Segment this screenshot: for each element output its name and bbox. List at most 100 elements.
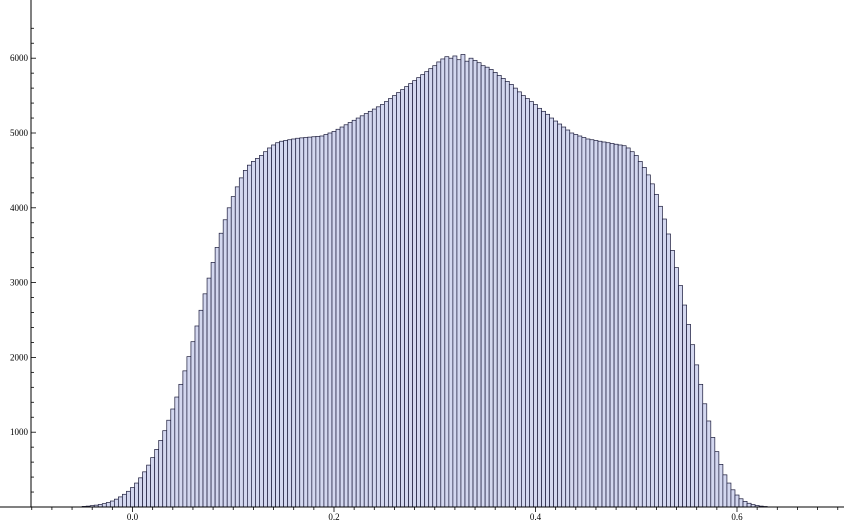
histogram-bar bbox=[319, 135, 325, 508]
histogram-bar bbox=[355, 117, 361, 508]
histogram-bar bbox=[492, 72, 498, 508]
histogram-bar bbox=[617, 144, 623, 508]
histogram-bar bbox=[512, 87, 518, 508]
histogram-bar bbox=[504, 81, 510, 508]
histogram-bar bbox=[222, 219, 228, 508]
histogram-bar bbox=[287, 139, 293, 508]
histogram-bar bbox=[198, 309, 204, 508]
histogram-bar bbox=[597, 140, 603, 508]
histogram-bar bbox=[150, 457, 156, 508]
histogram-bar bbox=[722, 474, 728, 508]
histogram-bar bbox=[541, 110, 546, 508]
histogram-bar bbox=[327, 132, 333, 508]
histogram-bar bbox=[496, 75, 502, 508]
histogram-bar bbox=[122, 493, 127, 508]
histogram-bar bbox=[738, 498, 744, 508]
histogram-bar bbox=[549, 117, 554, 508]
x-axis-ticks: 0.0 0.2 0.4 0.6 bbox=[31, 507, 839, 522]
histogram-bar bbox=[686, 324, 691, 508]
x-tick-label: 0.2 bbox=[328, 512, 339, 522]
histogram-bar bbox=[742, 501, 748, 508]
histogram-bar bbox=[343, 124, 349, 508]
histogram-bar bbox=[452, 55, 458, 508]
histogram-bar bbox=[174, 396, 180, 508]
histogram-bar bbox=[359, 115, 365, 508]
histogram-bar bbox=[585, 138, 591, 508]
histogram-bar bbox=[384, 101, 389, 508]
histogram-bar bbox=[109, 500, 115, 508]
histogram-bar bbox=[380, 104, 385, 508]
histogram-bar bbox=[114, 498, 119, 508]
histogram-bar bbox=[468, 57, 474, 508]
histogram-bar bbox=[734, 494, 740, 508]
histogram-bar bbox=[166, 419, 172, 508]
histogram-bar bbox=[625, 147, 631, 508]
histogram-bar bbox=[331, 131, 337, 508]
histogram-bar bbox=[488, 69, 494, 508]
histogram-bar bbox=[529, 101, 534, 508]
histogram-bar bbox=[299, 137, 305, 508]
histogram-bar bbox=[375, 106, 381, 508]
histogram-bar bbox=[307, 136, 313, 508]
histogram-bar bbox=[367, 110, 373, 508]
histogram-bar bbox=[601, 141, 607, 508]
histogram-bar bbox=[460, 54, 466, 508]
histogram-bar bbox=[444, 56, 450, 508]
histogram-bar bbox=[581, 137, 587, 508]
histogram-bar bbox=[645, 174, 651, 508]
histogram-bar bbox=[154, 449, 160, 508]
histogram-bar bbox=[218, 232, 224, 508]
histogram-bar bbox=[537, 107, 542, 508]
histogram-bar bbox=[388, 98, 393, 508]
histogram-bar bbox=[206, 277, 212, 508]
histogram-bar bbox=[146, 464, 151, 508]
histogram-bar bbox=[263, 151, 268, 508]
histogram-bar bbox=[230, 196, 236, 508]
histogram-bar bbox=[621, 145, 627, 508]
histogram-bar bbox=[283, 140, 289, 508]
histogram-bar bbox=[303, 137, 309, 508]
y-axis-ticks: 1000 2000 3000 4000 5000 6000 bbox=[10, 27, 36, 493]
histogram-bar bbox=[508, 84, 514, 508]
histogram-bar bbox=[279, 140, 284, 508]
histogram-bar bbox=[577, 135, 583, 508]
histogram-bar bbox=[448, 57, 454, 508]
histogram-bar bbox=[130, 487, 135, 508]
histogram-bar bbox=[605, 142, 611, 508]
histogram-bar bbox=[637, 161, 643, 508]
histogram-bar bbox=[242, 170, 248, 508]
histogram-bar bbox=[142, 471, 147, 508]
histogram-bar bbox=[371, 108, 377, 508]
histogram-bar bbox=[573, 134, 579, 508]
y-tick-label: 5000 bbox=[10, 128, 29, 138]
histogram-bar bbox=[186, 356, 192, 508]
histogram-bar bbox=[363, 113, 369, 508]
histogram-bar bbox=[517, 91, 522, 508]
histogram-bar bbox=[416, 77, 421, 508]
y-tick-label: 6000 bbox=[10, 53, 29, 63]
histogram-bar bbox=[654, 193, 659, 508]
histogram-bar bbox=[315, 136, 321, 508]
histogram-bar bbox=[698, 383, 704, 508]
histogram-bar bbox=[275, 142, 280, 508]
histogram-bar bbox=[690, 344, 696, 508]
histogram-bar bbox=[105, 502, 111, 508]
histogram-bar bbox=[392, 95, 397, 508]
histogram-bar bbox=[682, 304, 687, 508]
histogram-bar bbox=[170, 408, 176, 508]
histogram-bar bbox=[658, 205, 663, 508]
histogram-bar bbox=[436, 61, 442, 508]
histogram-bar bbox=[202, 293, 208, 508]
histogram-bar bbox=[569, 132, 575, 508]
histogram-bar bbox=[255, 158, 260, 508]
histogram-bar bbox=[670, 250, 675, 508]
histogram-bar bbox=[432, 65, 438, 508]
histogram-bar bbox=[311, 136, 317, 508]
histogram-bar bbox=[589, 139, 595, 508]
histogram-bar bbox=[730, 489, 736, 508]
histogram-bar bbox=[339, 126, 345, 508]
histogram-bar bbox=[633, 155, 639, 508]
histogram-bar bbox=[726, 482, 732, 508]
histogram-bar bbox=[271, 144, 276, 508]
histogram-bar bbox=[347, 122, 353, 508]
